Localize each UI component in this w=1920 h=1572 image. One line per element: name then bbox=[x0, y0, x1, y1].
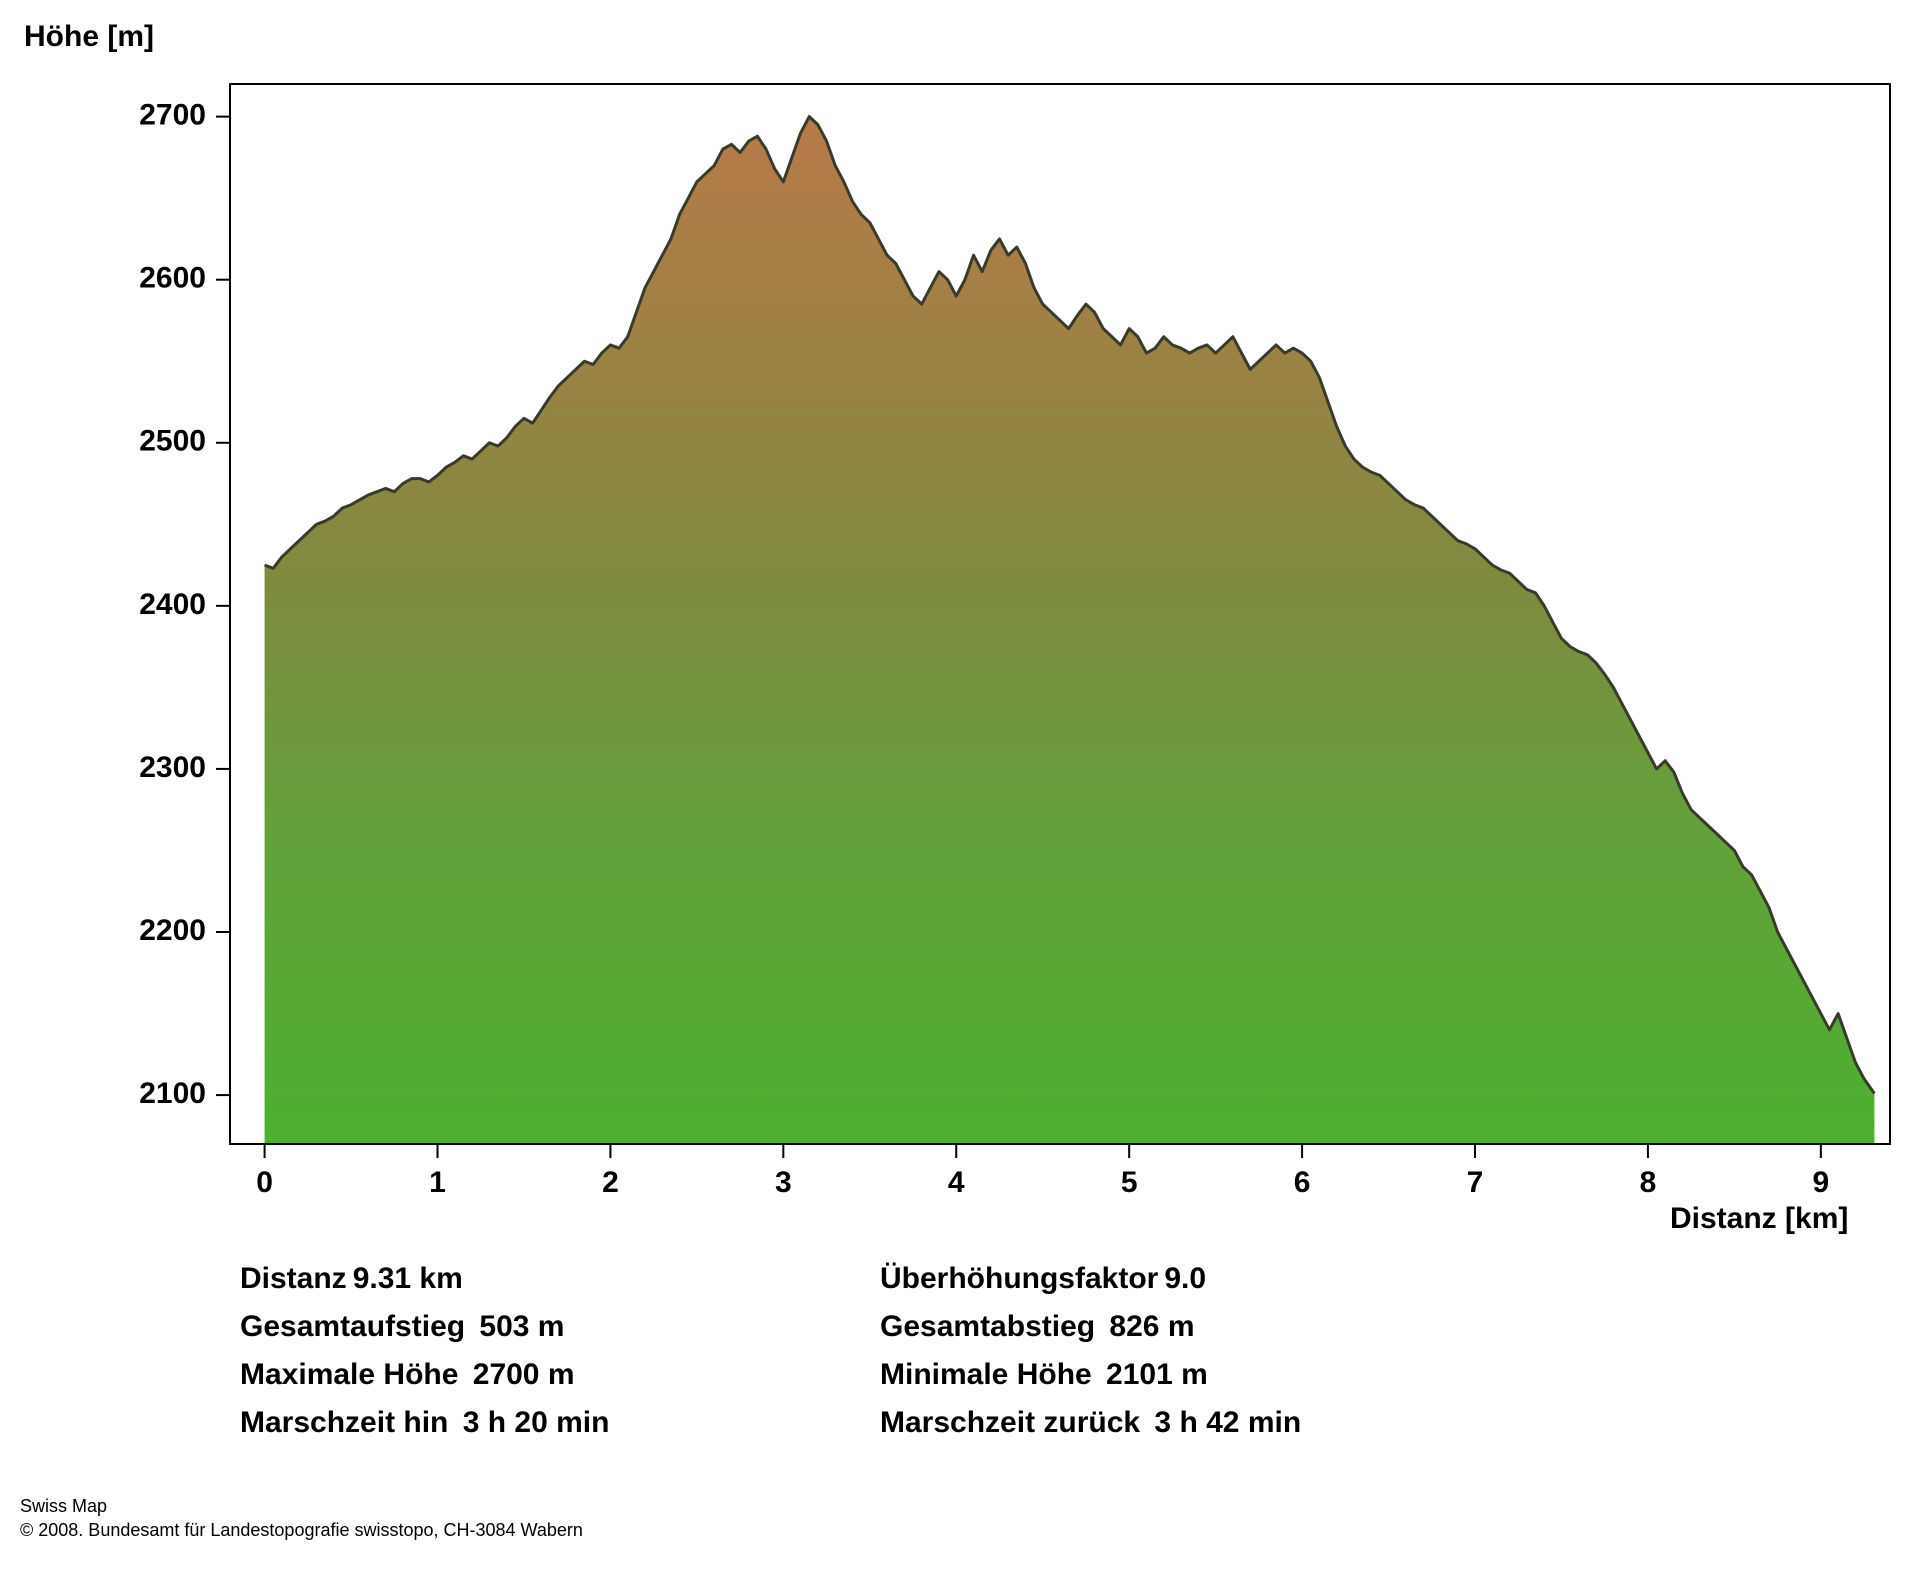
stat-cell: Marschzeit hin 3 h 20 min bbox=[240, 1406, 880, 1440]
svg-text:2500: 2500 bbox=[139, 425, 206, 458]
footer-line-1: Swiss Map bbox=[20, 1495, 583, 1518]
svg-text:2300: 2300 bbox=[139, 751, 206, 784]
elevation-area-chart: 2100 2200 2300 2400 2500 2600 2700 0 1 2 3 4 5 6 7 8 9 bbox=[120, 64, 1920, 1244]
stat-cell: Gesamtabstieg 826 m bbox=[880, 1310, 1520, 1344]
svg-text:4: 4 bbox=[948, 1166, 965, 1199]
svg-text:0: 0 bbox=[256, 1166, 273, 1199]
footer: Swiss Map © 2008. Bundesamt für Landesto… bbox=[20, 1495, 583, 1542]
stats-grid: Distanz9.31 kmÜberhöhungsfaktor9.0Gesamt… bbox=[240, 1262, 1880, 1440]
svg-text:2200: 2200 bbox=[139, 914, 206, 947]
stat-value: 2700 m bbox=[464, 1358, 574, 1391]
svg-text:8: 8 bbox=[1640, 1166, 1657, 1199]
svg-text:2600: 2600 bbox=[139, 262, 206, 295]
stat-label: Gesamtabstieg bbox=[880, 1310, 1095, 1343]
stat-label: Marschzeit zurück bbox=[880, 1406, 1140, 1439]
stat-label: Maximale Höhe bbox=[240, 1358, 458, 1391]
svg-text:1: 1 bbox=[429, 1166, 446, 1199]
chart-container: 2100 2200 2300 2400 2500 2600 2700 0 1 2 3 4 5 6 7 8 9 D… bbox=[120, 64, 1880, 1244]
svg-text:9: 9 bbox=[1812, 1166, 1829, 1199]
stat-label: Marschzeit hin bbox=[240, 1406, 448, 1439]
svg-text:2700: 2700 bbox=[139, 99, 206, 132]
stat-cell: Überhöhungsfaktor9.0 bbox=[880, 1262, 1520, 1296]
stat-label: Minimale Höhe bbox=[880, 1358, 1092, 1391]
svg-text:7: 7 bbox=[1467, 1166, 1484, 1199]
stat-value: 3 h 20 min bbox=[454, 1406, 609, 1439]
page: Höhe [m] 2100220023002400250026002700012… bbox=[0, 0, 1920, 1572]
stat-value: 826 m bbox=[1101, 1310, 1194, 1343]
stat-label: Überhöhungsfaktor bbox=[880, 1262, 1158, 1295]
stat-value: 503 m bbox=[471, 1310, 564, 1343]
svg-text:2400: 2400 bbox=[139, 588, 206, 621]
svg-text:2: 2 bbox=[602, 1166, 619, 1199]
stat-value: 3 h 42 min bbox=[1146, 1406, 1301, 1439]
stat-cell: Minimale Höhe 2101 m bbox=[880, 1358, 1520, 1392]
stat-cell: Marschzeit zurück 3 h 42 min bbox=[880, 1406, 1520, 1440]
svg-text:2100: 2100 bbox=[139, 1077, 206, 1110]
stat-label: Gesamtaufstieg bbox=[240, 1310, 465, 1343]
stat-value: 9.0 bbox=[1164, 1262, 1206, 1295]
stat-cell: Maximale Höhe 2700 m bbox=[240, 1358, 880, 1392]
footer-line-2: © 2008. Bundesamt für Landestopografie s… bbox=[20, 1519, 583, 1542]
y-axis-title: Höhe [m] bbox=[24, 20, 1880, 54]
svg-text:5: 5 bbox=[1121, 1166, 1138, 1199]
svg-text:3: 3 bbox=[775, 1166, 792, 1199]
stat-cell: Gesamtaufstieg 503 m bbox=[240, 1310, 880, 1344]
stat-label: Distanz bbox=[240, 1262, 347, 1295]
stat-value: 2101 m bbox=[1098, 1358, 1208, 1391]
stat-cell: Distanz9.31 km bbox=[240, 1262, 880, 1296]
svg-text:6: 6 bbox=[1294, 1166, 1311, 1199]
stat-value: 9.31 km bbox=[353, 1262, 463, 1295]
x-axis-title: Distanz [km] bbox=[1670, 1202, 1848, 1236]
